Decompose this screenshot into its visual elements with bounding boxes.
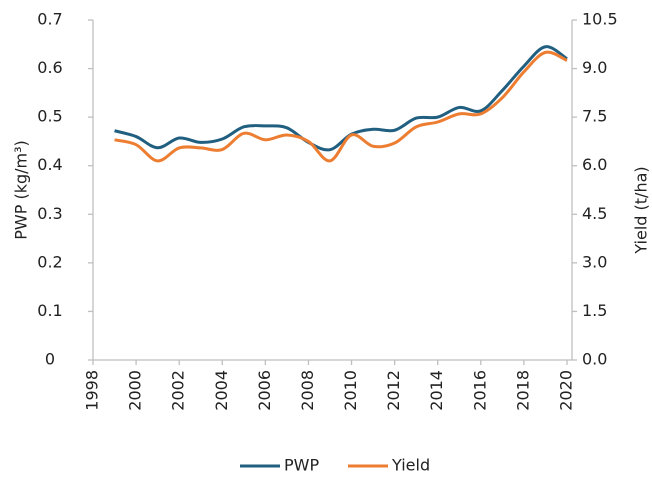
- x-tick-label: 2006: [255, 370, 274, 411]
- line-series: [114, 45, 568, 152]
- line-series: [114, 50, 568, 163]
- y2-tick-label: 3.0: [582, 252, 607, 271]
- y2-axis-label: Yield (t/ha): [632, 166, 651, 254]
- y2-tick-label: 4.5: [582, 204, 607, 223]
- y-tick-label: 0.1: [37, 301, 62, 320]
- x-tick-label: 2018: [513, 370, 532, 411]
- x-tick-label: 2016: [470, 370, 489, 411]
- y2-tick-label: 0.0: [582, 350, 607, 369]
- legend-label: Yield: [391, 456, 430, 475]
- x-tick-label: 2010: [341, 370, 360, 411]
- x-tick-label: 2014: [427, 370, 446, 411]
- legend-label: PWP: [284, 456, 319, 475]
- y2-tick-label: 7.5: [582, 107, 607, 126]
- x-tick-label: 2002: [169, 370, 188, 411]
- x-tick-label: 2004: [212, 370, 231, 411]
- y-axis-label: PWP (kg/m³): [12, 140, 31, 240]
- x-tick-label: 2008: [298, 370, 317, 411]
- x-tick-label: 2000: [126, 370, 145, 411]
- y-tick-label: 0.2: [37, 252, 62, 271]
- y2-tick-label: 10.5: [582, 10, 618, 29]
- y-tick-label: 0.6: [37, 58, 62, 77]
- y-tick-label: 0.7: [37, 10, 62, 29]
- x-tick-label: 2020: [557, 370, 576, 411]
- y2-tick-label: 9.0: [582, 58, 607, 77]
- y-tick-label: 0.3: [37, 204, 62, 223]
- y-tick-label: 0: [45, 350, 55, 369]
- y2-tick-label: 6.0: [582, 155, 607, 174]
- x-tick-label: 2012: [384, 370, 403, 411]
- x-tick-label: 1998: [83, 370, 102, 411]
- y-tick-label: 0.4: [37, 155, 62, 174]
- y2-tick-label: 1.5: [582, 301, 607, 320]
- y-tick-label: 0.5: [37, 107, 62, 126]
